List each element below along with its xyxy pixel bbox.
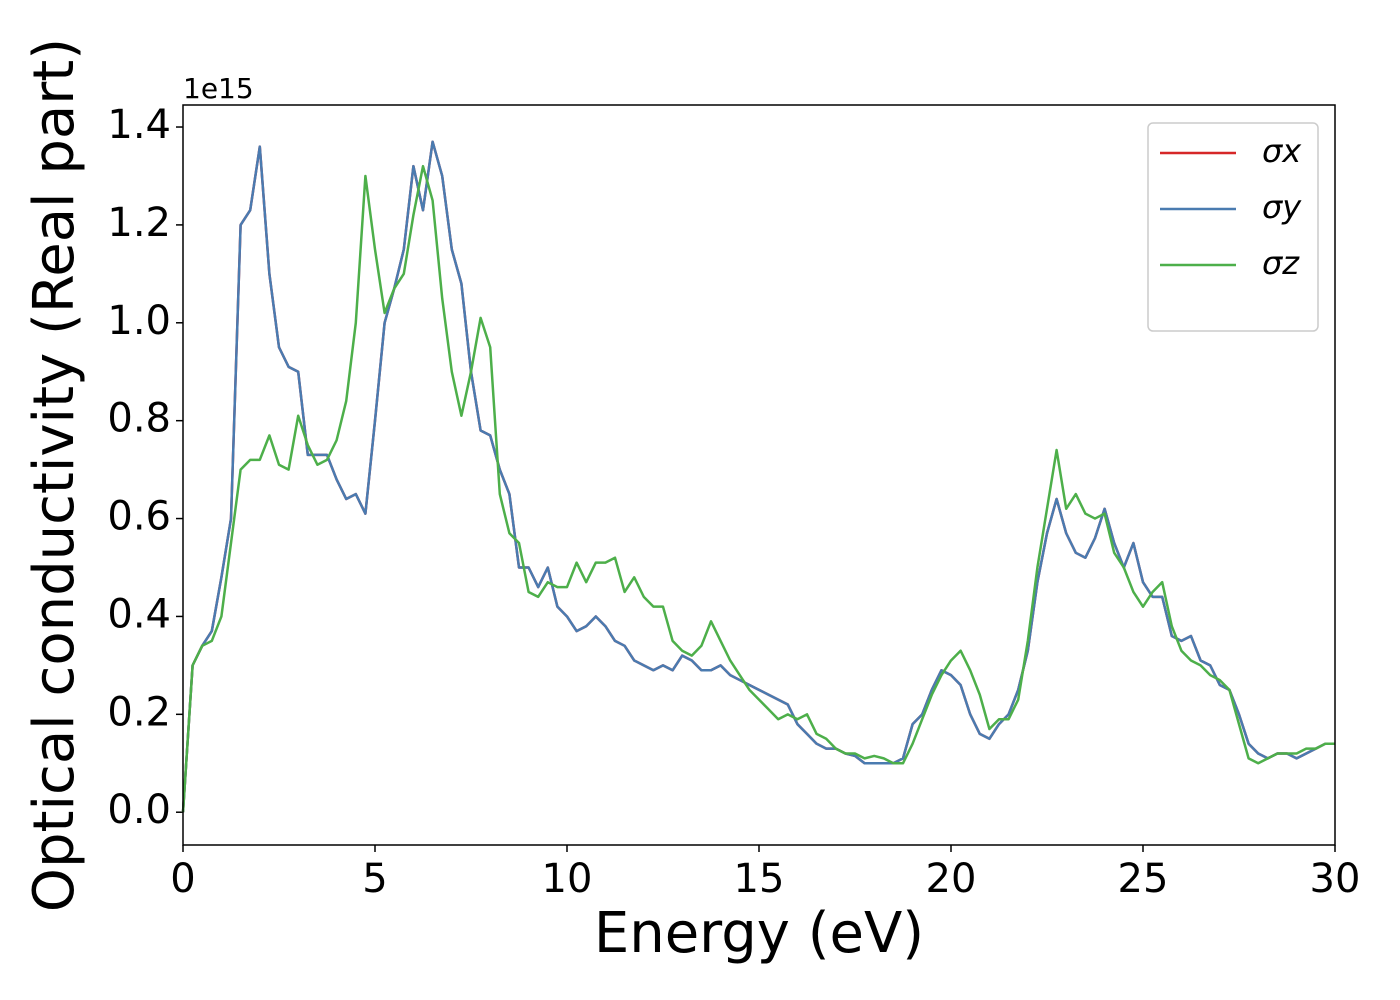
x-tick-label: 30 xyxy=(1310,856,1361,902)
y-tick-label: 1.2 xyxy=(107,200,171,246)
x-tick-label: 0 xyxy=(170,856,195,902)
legend-label: σy xyxy=(1262,188,1302,226)
legend-label: σx xyxy=(1262,132,1302,170)
y-tick-label: 1.0 xyxy=(107,298,171,344)
x-tick-label: 10 xyxy=(542,856,593,902)
line-series xyxy=(181,140,1335,813)
y-tick-label: 0.6 xyxy=(107,494,171,540)
y-tick-label: 0.8 xyxy=(107,396,171,442)
plot-frame xyxy=(182,104,1336,846)
x-tick-label: 15 xyxy=(734,856,785,902)
y-tick-label: 1.4 xyxy=(107,102,171,148)
x-axis-label: Energy (eV) xyxy=(594,901,924,966)
line-series xyxy=(181,164,1335,813)
legend-label: σz xyxy=(1262,244,1300,282)
y-offset-label: 1e15 xyxy=(183,72,254,105)
x-tick-label: 20 xyxy=(926,856,977,902)
y-tick-label: 0.0 xyxy=(107,787,171,833)
x-tick-label: 5 xyxy=(362,856,387,902)
y-axis-label: Optical conductivity (Real part) xyxy=(22,38,87,912)
legend-box xyxy=(1147,122,1319,332)
y-tick-label: 0.2 xyxy=(107,689,171,735)
y-tick-label: 0.4 xyxy=(107,591,171,637)
x-tick-label: 25 xyxy=(1118,856,1169,902)
